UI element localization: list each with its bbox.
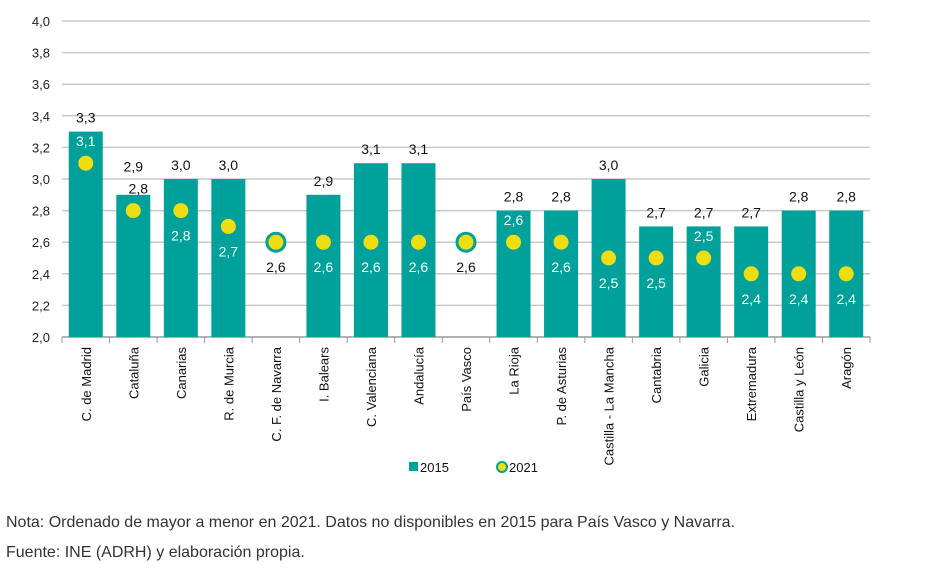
bar-2015 [353,163,388,337]
marker-2021 [601,250,617,266]
x-tick-label: I. Balears [316,347,331,402]
marker-label-2021: 2,6 [361,259,381,275]
legend-swatch-2015 [409,462,418,471]
marker-label-2021: 2,8 [129,181,149,197]
marker-2021 [791,266,807,282]
bar-label-2015: 3,1 [361,141,381,157]
bar-2015 [163,179,198,337]
marker-label-2021: 3,1 [76,133,96,149]
y-tick-label: 3,8 [32,46,50,61]
bar-2015 [306,194,341,337]
marker-label-2021: 2,5 [646,275,666,291]
x-tick-label: Cataluña [126,346,141,399]
marker-label-2021: 2,4 [789,291,809,307]
marker-label-2021: 2,4 [837,291,857,307]
y-tick-label: 3,4 [32,109,50,124]
bar-2015 [401,163,436,337]
marker-label-2021: 2,6 [409,259,429,275]
y-tick-label: 4,0 [32,14,50,29]
marker-label-2021: 2,5 [694,228,714,244]
x-tick-label: P. de Asturias [554,347,569,426]
bar-label-2015: 2,8 [551,189,571,205]
y-tick-label: 2,2 [32,298,50,313]
bar-label-2015: 2,9 [314,173,334,189]
x-tick-label: Andalucía [411,346,426,405]
marker-2021 [363,234,379,250]
legend-label-2021: 2021 [509,460,538,475]
marker-2021 [838,266,854,282]
marker-2021 [553,234,569,250]
marker-2021 [315,234,331,250]
y-tick-label: 2,0 [32,330,50,345]
bar-label-2015: 3,0 [171,157,191,173]
marker-2021 [265,231,287,253]
marker-label-2021: 2,7 [219,243,239,259]
y-tick-label: 2,4 [32,267,50,282]
x-tick-label: Castilla - La Mancha [602,346,617,465]
marker-label-2021: 2,6 [314,259,334,275]
legend-marker-2021 [496,461,508,473]
chart: 2,0 2,2 2,4 2,6 2,8 3,0 3,2 3,4 3,6 3,8 4,0 3,3 3,1 C… [32,14,871,475]
x-tick-label: Extremadura [744,346,759,421]
bar-2015 [734,226,769,337]
marker-label-2021: 2,6 [456,259,476,275]
bar-2015 [544,210,579,337]
bar-2015 [686,226,721,337]
bar-label-2015: 2,7 [741,204,761,220]
x-tick-label: Castilla y León [792,347,807,432]
bar-label-2015: 2,8 [504,189,524,205]
y-tick-label: 3,2 [32,140,50,155]
marker-2021 [78,155,94,171]
y-tick-label: 2,6 [32,235,50,250]
bar-2015 [116,194,151,337]
source-text: Fuente: INE (ADRH) y elaboración propia. [6,544,305,561]
marker-2021 [743,266,759,282]
marker-2021 [220,218,236,234]
marker-2021 [696,250,712,266]
marker-2021 [455,231,477,253]
x-tick-label: Aragón [839,347,854,389]
marker-2021 [648,250,664,266]
bar-2015 [639,226,674,337]
bar-label-2015: 2,7 [646,204,666,220]
marker-label-2021: 2,8 [171,228,191,244]
x-tick-label: La Rioja [507,346,522,394]
y-tick-label: 3,0 [32,172,50,187]
y-tick-label: 2,8 [32,204,50,219]
bar-label-2015: 2,8 [837,189,857,205]
x-tick-label: Canarias [174,347,189,400]
bar-2015 [211,179,246,337]
x-tick-label: Galicia [697,346,712,387]
y-tick-label: 3,6 [32,77,50,92]
marker-2021 [410,234,426,250]
bar-label-2015: 3,0 [599,157,619,173]
bar-label-2015: 3,3 [76,110,96,126]
marker-label-2021: 2,6 [504,212,524,228]
x-tick-label: C. de Madrid [79,347,94,421]
x-tick-label: País Vasco [459,347,474,412]
x-tick-label: R. de Murcia [221,346,236,420]
marker-2021 [173,203,189,219]
note-text: Nota: Ordenado de mayor a menor en 2021.… [6,514,736,531]
marker-label-2021: 2,4 [741,291,761,307]
x-tick-label: Cantabria [649,346,664,403]
marker-label-2021: 2,6 [551,259,571,275]
x-tick-label: C. F. de Navarra [269,346,284,441]
bar-label-2015: 3,1 [409,141,429,157]
bar-2015 [496,210,531,337]
marker-label-2021: 2,6 [266,259,286,275]
marker-2021 [506,234,522,250]
bar-label-2015: 2,8 [789,189,809,205]
bar-label-2015: 3,0 [219,157,239,173]
bar-label-2015: 2,7 [694,204,714,220]
bar-label-2015: 2,9 [124,159,144,175]
x-tick-label: C. Valenciana [364,346,379,427]
marker-2021 [125,203,141,219]
legend-label-2015: 2015 [420,460,449,475]
marker-label-2021: 2,5 [599,275,619,291]
